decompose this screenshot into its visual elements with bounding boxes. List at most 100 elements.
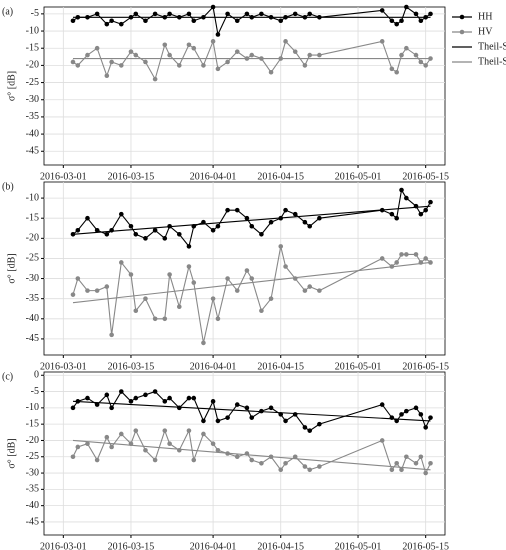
data-point (109, 332, 114, 338)
data-point (201, 340, 206, 346)
panel-label: (c) (2, 371, 13, 382)
data-point (268, 405, 274, 411)
data-point (191, 18, 197, 24)
data-point (94, 457, 100, 463)
data-point (75, 444, 81, 450)
data-point (394, 69, 399, 75)
series-line (72, 205, 431, 235)
panel-label: (b) (2, 181, 14, 192)
data-point (413, 405, 419, 411)
panel-label: (a) (2, 6, 13, 17)
y-tick-label: -45 (26, 516, 39, 527)
data-point (152, 11, 158, 17)
data-point (307, 52, 313, 58)
data-point (379, 39, 385, 44)
data-point (244, 215, 250, 221)
data-point (119, 211, 124, 217)
data-point (234, 49, 240, 54)
data-point (292, 412, 298, 417)
x-tick-label: 2016-03-01 (40, 171, 87, 182)
data-point (225, 11, 230, 17)
data-point (143, 18, 148, 24)
data-point (292, 454, 298, 460)
data-point (186, 244, 192, 249)
data-point (167, 52, 172, 58)
data-point (268, 296, 274, 301)
data-point (249, 457, 255, 463)
data-point (292, 211, 298, 217)
data-point (423, 256, 428, 261)
series-line (72, 261, 431, 304)
y-tick-label: -25 (26, 77, 39, 88)
data-point (70, 454, 76, 460)
data-point (162, 236, 168, 241)
data-point (70, 18, 76, 24)
data-point (128, 49, 134, 54)
data-point (394, 418, 399, 424)
data-point (85, 441, 90, 447)
data-point (259, 308, 264, 314)
data-point (215, 32, 221, 37)
legend-marker (459, 29, 465, 35)
x-tick-label: 2016-04-01 (190, 541, 237, 550)
data-point (167, 11, 172, 17)
data-point (143, 236, 148, 241)
data-point (307, 11, 313, 17)
data-point (176, 232, 182, 237)
data-point (85, 52, 90, 58)
y-axis-label: σ° [dB] (6, 253, 17, 283)
data-point (215, 418, 221, 424)
y-tick-label: -10 (26, 402, 39, 413)
x-tick-label: 2016-05-01 (335, 171, 382, 182)
series-line (72, 439, 431, 471)
data-point (109, 18, 114, 24)
data-point (259, 460, 264, 466)
plot-area (43, 371, 446, 536)
data-point (210, 227, 216, 233)
y-tick-label: -45 (26, 146, 39, 157)
data-point (186, 264, 192, 269)
data-point (133, 232, 139, 237)
data-point (399, 412, 404, 417)
data-point (268, 69, 274, 75)
data-point (283, 460, 288, 466)
data-point (210, 39, 216, 44)
data-point (394, 21, 399, 27)
y-tick-label: 0 (34, 370, 39, 381)
x-tick-label: 2016-04-15 (257, 171, 304, 182)
x-tick-label: 2016-03-15 (108, 171, 155, 182)
data-point (210, 441, 216, 447)
y-tick-label: -30 (26, 467, 39, 478)
data-point (104, 21, 110, 27)
data-point (119, 21, 124, 27)
y-axis-label: σ° [dB] (6, 71, 17, 101)
data-point (215, 223, 221, 229)
data-point (423, 470, 428, 476)
data-point (85, 288, 90, 293)
data-point (244, 268, 250, 273)
y-tick-label: -25 (26, 451, 39, 462)
data-point (428, 56, 433, 61)
data-point (259, 11, 264, 17)
data-point (428, 260, 433, 265)
data-point (104, 73, 110, 78)
data-point (278, 467, 284, 473)
data-point (225, 59, 230, 65)
data-point (143, 392, 148, 398)
data-point (307, 223, 313, 229)
data-point (128, 223, 134, 229)
data-point (399, 467, 404, 473)
data-point (389, 66, 395, 72)
data-point (379, 8, 385, 13)
data-point (292, 49, 298, 54)
data-point (302, 219, 308, 225)
data-point (152, 316, 158, 322)
data-point (389, 467, 395, 473)
data-point (70, 292, 76, 297)
y-tick-label: -40 (26, 500, 39, 511)
plot-area (43, 6, 446, 166)
data-point (70, 59, 76, 65)
data-point (210, 4, 216, 10)
data-point (283, 39, 288, 44)
